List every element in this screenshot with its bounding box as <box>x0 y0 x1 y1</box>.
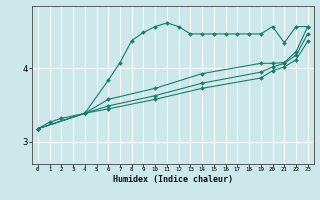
X-axis label: Humidex (Indice chaleur): Humidex (Indice chaleur) <box>113 175 233 184</box>
